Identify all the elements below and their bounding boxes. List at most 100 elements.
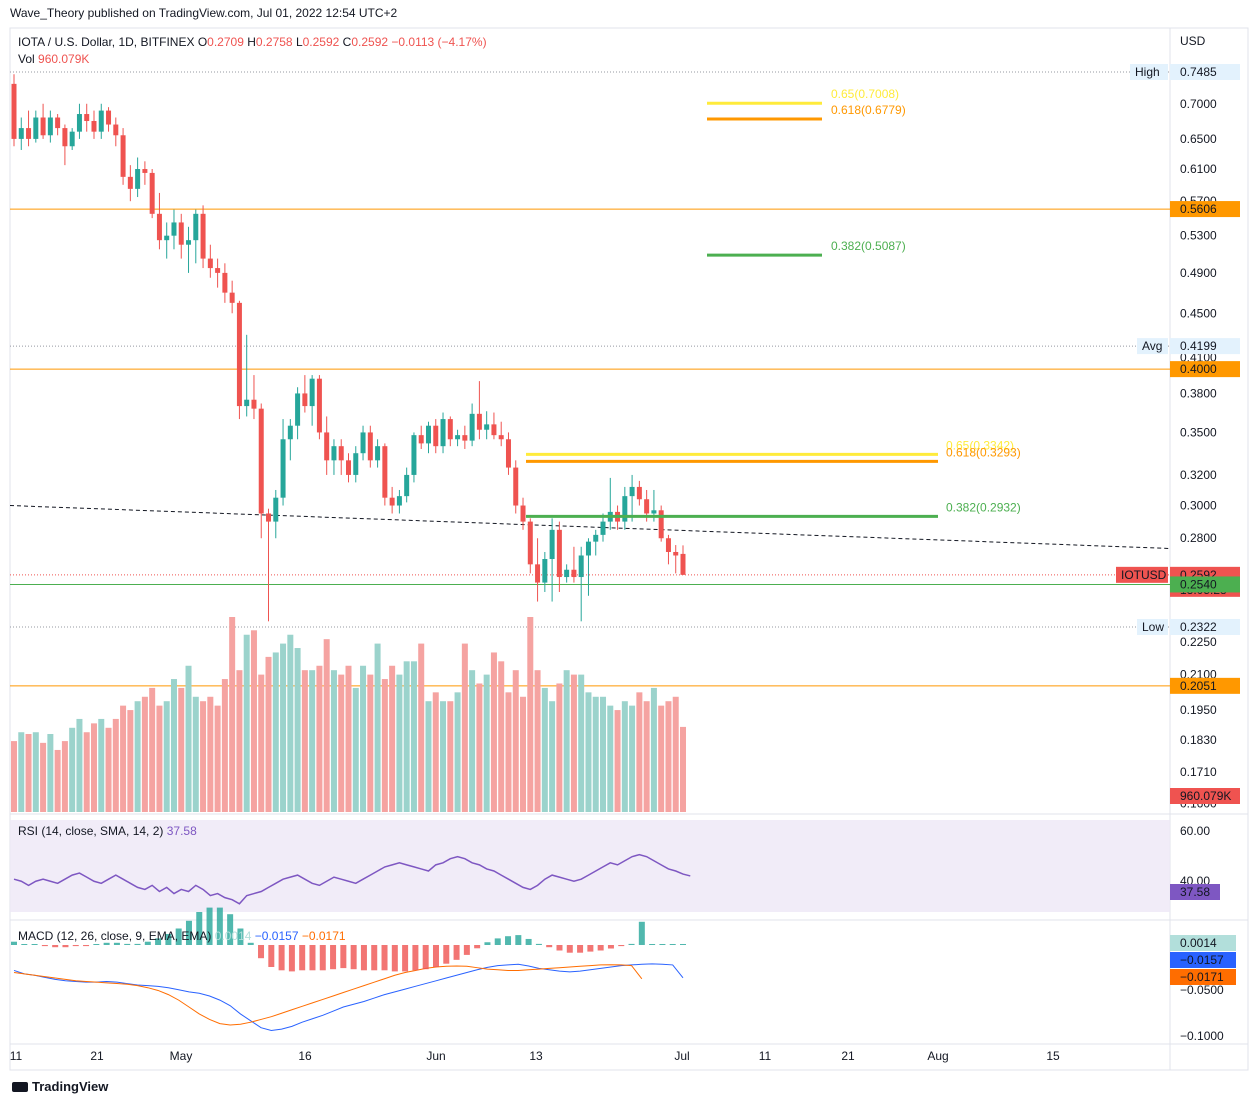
tradingview-logo[interactable]: TradingView (12, 1078, 108, 1094)
candle-body (600, 521, 606, 535)
rsi-legend: RSI (14, close, SMA, 14, 2) 37.58 (18, 824, 197, 838)
rsi-value: 37.58 (166, 824, 197, 838)
volume-bar (105, 727, 112, 812)
brand-name: TradingView (32, 1079, 109, 1095)
volume-bar (192, 696, 199, 812)
macd-hist-bar (41, 945, 48, 947)
macd-hist-bar (505, 936, 512, 945)
candle-body (47, 117, 53, 136)
candle-body (433, 425, 439, 447)
fib-level-label: 0.382(0.5087) (831, 239, 906, 253)
time-tick-label: Aug (927, 1049, 948, 1063)
candle-body (484, 424, 490, 430)
macd-hist-bar (11, 941, 17, 945)
price-tag-value: 0.2322 (1180, 620, 1217, 634)
price-tag-label-box (1130, 64, 1168, 80)
fib-level-label: 0.382(0.2932) (946, 500, 1021, 514)
volume-bar (47, 734, 54, 812)
macd-hist-bar (577, 945, 584, 953)
price-tick-label: 0.4500 (1180, 306, 1217, 320)
volume-bar (367, 674, 374, 812)
volume-bar (112, 718, 119, 812)
macd-hist-bar (422, 945, 429, 970)
macd-hist-bar (515, 935, 522, 945)
candle-body (389, 497, 395, 506)
volume-bar (134, 701, 141, 812)
candle-body (149, 172, 155, 214)
candle-body (411, 435, 417, 475)
macd-hist-bar (340, 945, 347, 969)
candle-body (302, 393, 308, 407)
volume-bar (520, 696, 527, 812)
candle-body (498, 435, 504, 440)
close-label: C (342, 35, 352, 49)
volume-bar (505, 692, 512, 812)
price-tag-label: Low (1142, 620, 1164, 634)
macd-hist-bar (371, 945, 378, 971)
macd-hist-value: 0.0014 (214, 929, 252, 943)
price-tag-label-box (1137, 619, 1168, 635)
volume-bar (563, 670, 570, 812)
macd-legend: MACD (12, 26, close, 9, EMA, EMA) 0.0014… (18, 929, 346, 943)
volume-bar (61, 741, 68, 812)
macd-hist-bar (93, 944, 100, 945)
candle-body (142, 169, 148, 173)
macd-tag-value: 0.0014 (1180, 936, 1217, 950)
candle-body (375, 446, 381, 461)
macd-hist-bar (443, 945, 450, 964)
volume-bar (25, 734, 32, 812)
candle-body (367, 432, 373, 461)
price-tick-label: 0.1950 (1180, 703, 1217, 717)
volume-label: Vol (18, 52, 35, 66)
price-tick-label: 0.7000 (1180, 97, 1217, 111)
volume-bar (309, 670, 316, 812)
volume-bar (461, 643, 468, 812)
candle-body (84, 114, 90, 122)
volume-bar (454, 692, 461, 812)
price-tick-label: 0.3500 (1180, 425, 1217, 439)
price-tag-label: Avg (1142, 339, 1162, 353)
price-tag-value: 960.079K (1180, 789, 1231, 803)
volume-bar (330, 670, 337, 812)
volume-bar (301, 670, 308, 812)
price-tag-value: 0.5606 (1180, 202, 1217, 216)
volume-bar (69, 727, 76, 812)
candle-body (476, 413, 482, 430)
candle-body (200, 213, 206, 259)
price-tick-label: 0.5300 (1180, 229, 1217, 243)
macd-hist-bar (607, 945, 614, 949)
volume-bar (432, 692, 439, 812)
candle-body (396, 496, 402, 506)
candle-body (418, 435, 424, 444)
macd-hist-bar (155, 938, 162, 945)
macd-hist-bar (299, 945, 306, 971)
macd-hist-bar (72, 945, 79, 947)
volume-bar (236, 670, 243, 812)
volume-bar (258, 674, 265, 812)
volume-bar (636, 692, 643, 812)
open-value: 0.2709 (207, 35, 244, 49)
candle-body (55, 117, 61, 129)
candle-body (244, 399, 250, 407)
macd-hist-bar (165, 934, 172, 945)
volume-bar (403, 661, 410, 812)
candle-body (98, 110, 104, 132)
candle-body (527, 521, 533, 565)
volume-bar (410, 661, 417, 812)
macd-hist-bar (134, 943, 141, 945)
macd-hist-bar (62, 945, 69, 948)
macd-hist-bar (247, 942, 254, 945)
high-label: H (247, 35, 256, 49)
time-tick-label: Jul (674, 1049, 689, 1063)
volume-bar (11, 741, 17, 812)
macd-hist-bar (31, 944, 38, 945)
volume-bar (272, 652, 279, 812)
volume-bar (541, 687, 548, 812)
rsi-axis-label: 60.00 (1180, 824, 1210, 838)
price-tick-label: 0.1710 (1180, 765, 1217, 779)
macd-hist-bar (546, 945, 553, 948)
symbol-legend: IOTA / U.S. Dollar, 1D, BITFINEX O0.2709… (18, 35, 487, 49)
price-tag-box (1170, 619, 1240, 635)
volume-bar (83, 732, 90, 812)
